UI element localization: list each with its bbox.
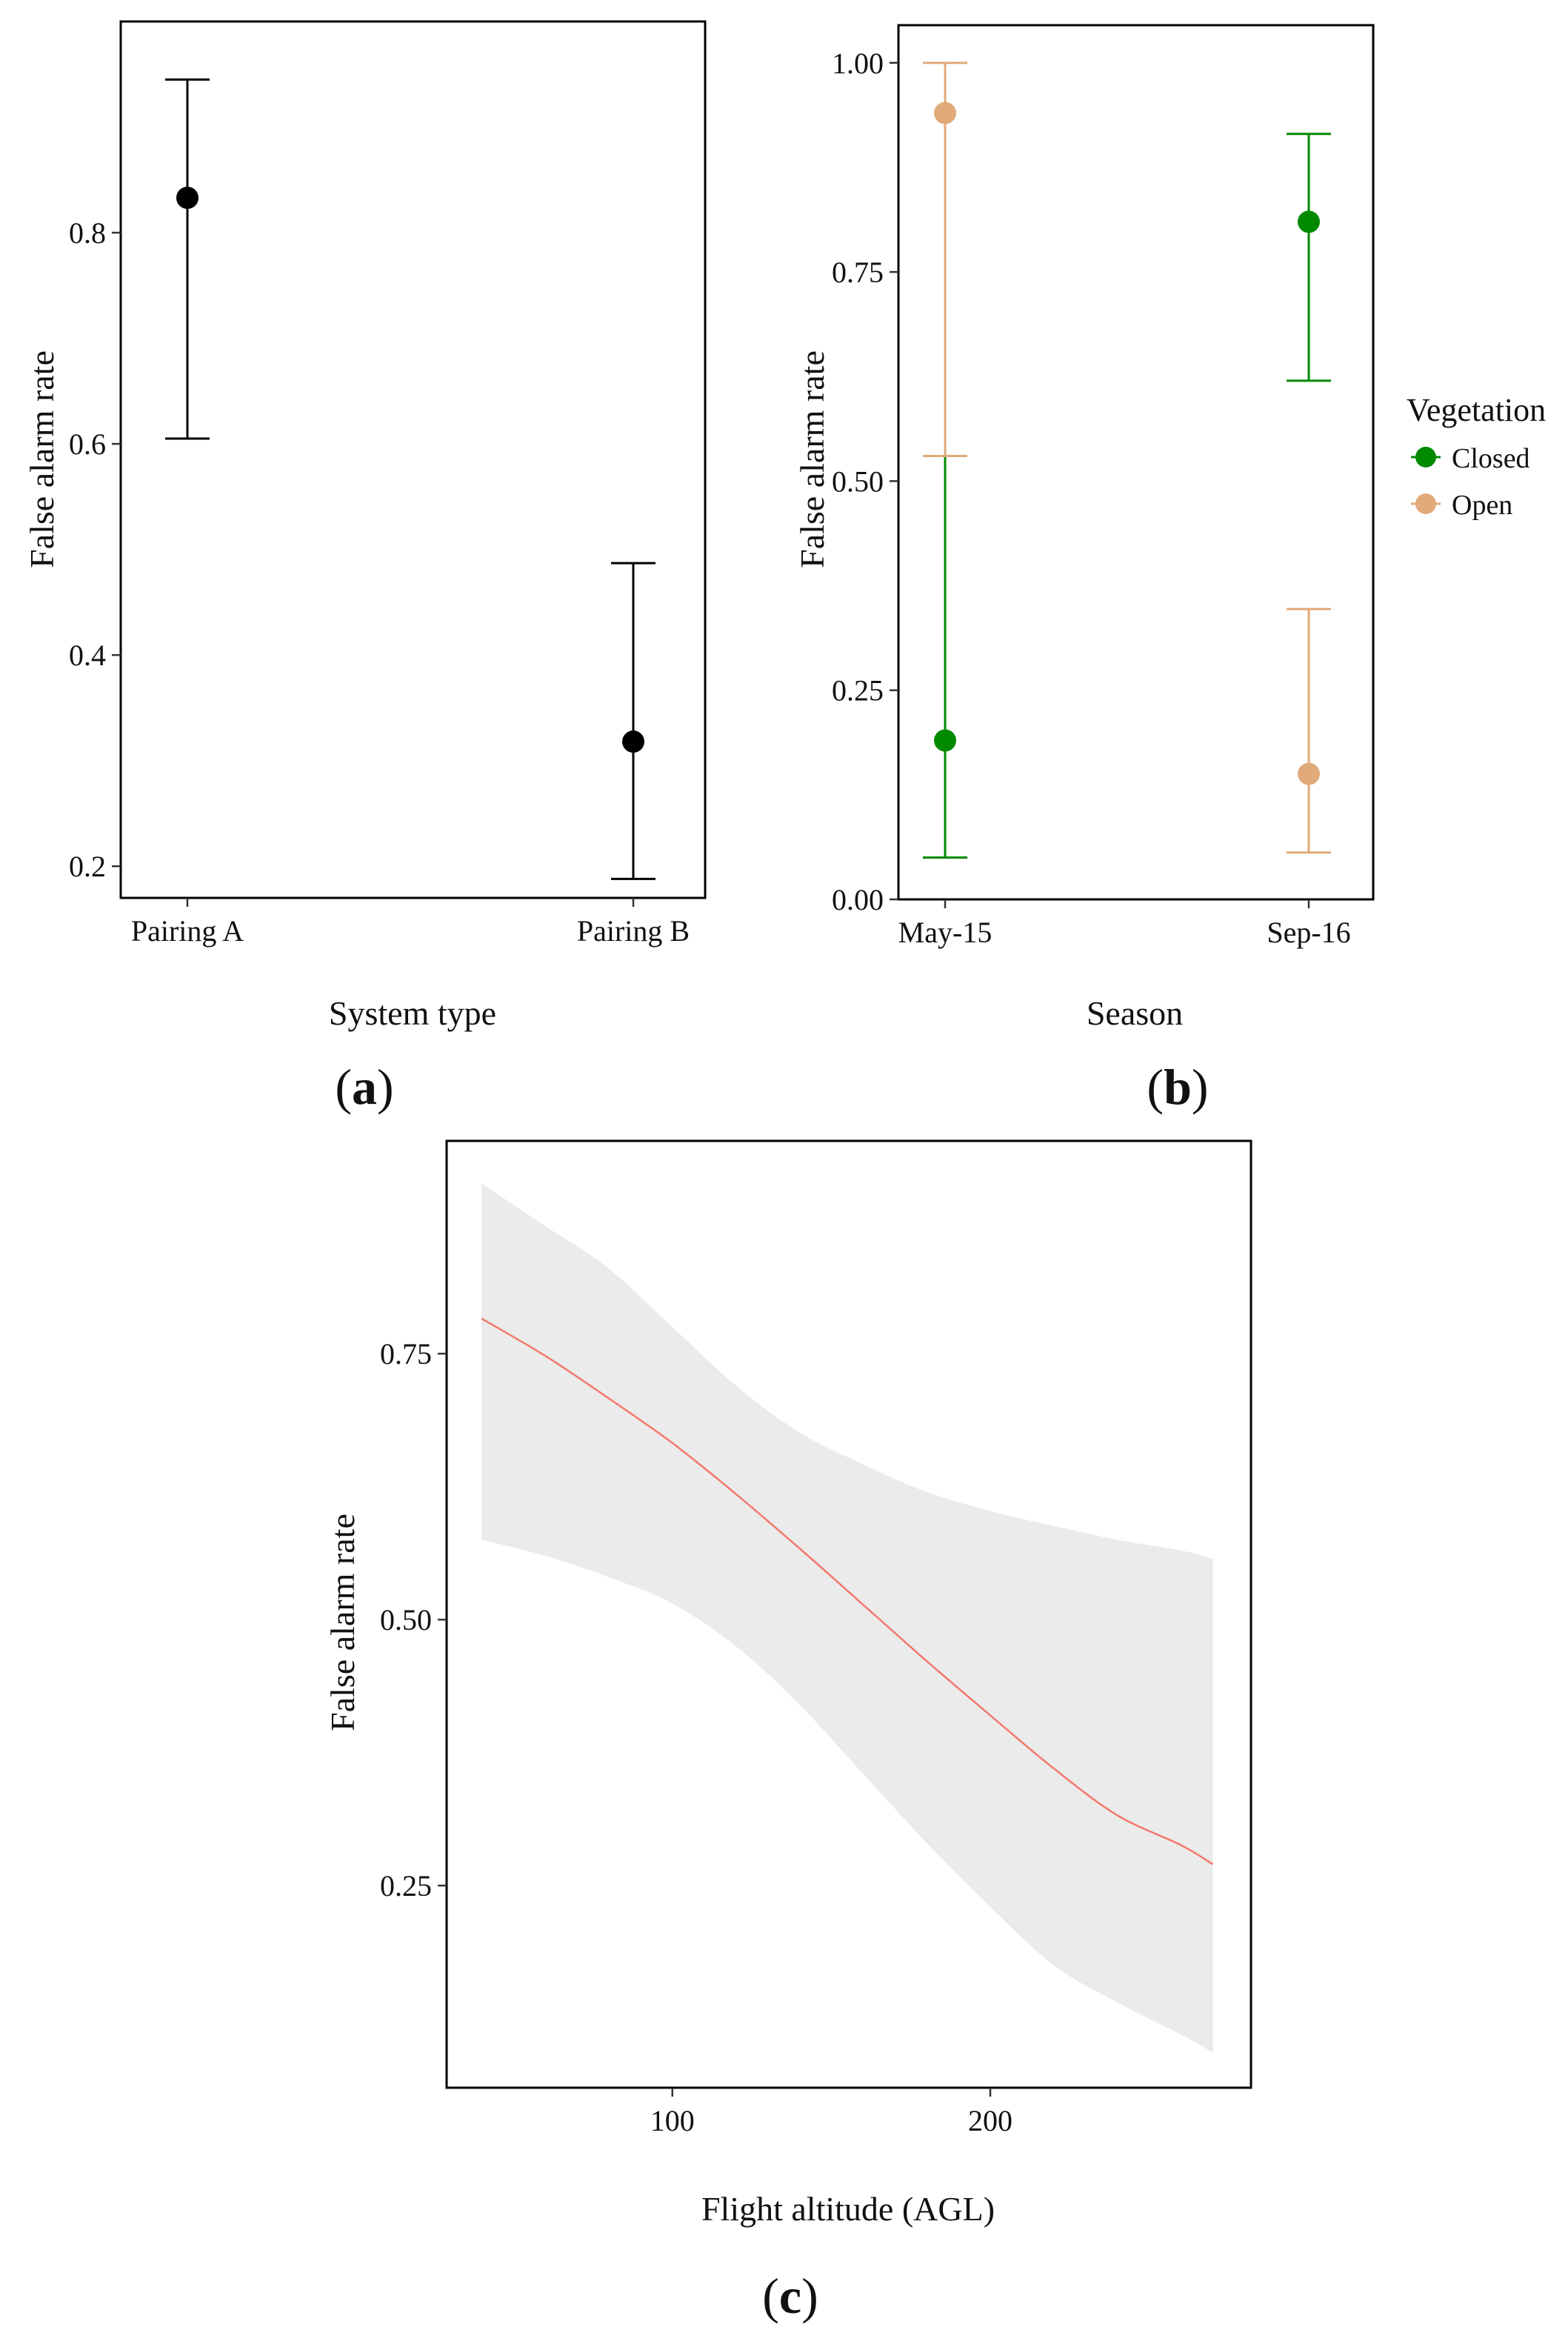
panel-b-legend: Vegetation Closed Open <box>1407 392 1546 521</box>
panel-b-x-axis: May-15 Sep-16 <box>898 899 1351 949</box>
panel-c-x-tick-label: 100 <box>650 2104 695 2137</box>
panel-c-fit-line-group <box>481 1317 1214 1865</box>
panel-b-y-tick-label: 0.25 <box>832 674 884 708</box>
panel-c-y-axis-title: False alarm rate <box>324 1514 361 1731</box>
panel-a-y-tick-label: 0.2 <box>69 850 106 883</box>
panel-a-marks <box>165 78 655 880</box>
panel-c-x-tick-label: 200 <box>968 2104 1012 2137</box>
panel-a: 0.2 0.4 0.6 0.8 Pairing A Pairing B System t… <box>23 20 707 1115</box>
panel-a-label-letter: a <box>352 1059 377 1115</box>
panel-c-label: (c) <box>762 2268 818 2324</box>
panel-c-y-axis: 0.25 0.50 0.75 <box>380 1337 447 1902</box>
panel-c-y-tick-label: 0.50 <box>380 1603 432 1637</box>
panel-a-y-axis: 0.2 0.4 0.6 0.8 <box>69 216 121 883</box>
panel-b-point-open <box>1298 762 1320 785</box>
panel-b-marks <box>923 61 1331 859</box>
panel-a-y-tick-label: 0.6 <box>69 427 106 461</box>
panel-a-y-tick-label: 0.4 <box>69 639 106 672</box>
panel-b-point-open <box>934 101 956 124</box>
panel-b-point-closed <box>1298 210 1320 233</box>
panel-c-x-axis: 100 200 <box>650 2088 1012 2137</box>
panel-b-y-tick-label: 0.00 <box>832 883 884 916</box>
panel-b-point-closed <box>934 729 956 752</box>
panel-a-point-system-type <box>622 730 644 753</box>
panel-b-y-tick-label: 0.50 <box>832 465 884 498</box>
panel-b-x-tick-label: Sep-16 <box>1267 916 1350 949</box>
panel-a-x-axis-title: System type <box>329 994 496 1032</box>
panel-b-x-axis-title: Season <box>1087 994 1183 1032</box>
panel-a-label: (a) <box>335 1059 393 1115</box>
panel-a-x-axis: Pairing A Pairing B <box>131 898 690 948</box>
panel-c: 0.25 0.50 0.75 100 200 Flight altitude (AGL… <box>324 1139 1252 2324</box>
legend-label-closed: Closed <box>1452 443 1530 474</box>
panel-c-fit-line <box>481 1317 1214 1865</box>
legend-title: Vegetation <box>1407 392 1546 428</box>
panel-a-x-tick-label: Pairing B <box>577 914 690 948</box>
panel-c-confidence-band <box>481 1183 1213 2053</box>
panel-b-label-letter: b <box>1164 1059 1192 1115</box>
legend-item-closed: Closed <box>1411 443 1530 474</box>
panel-b-y-tick-label: 1.00 <box>832 47 884 80</box>
panel-a-point-system-type <box>176 187 198 210</box>
panel-c-label-letter: c <box>779 2268 801 2324</box>
panel-b-y-axis-title: False alarm rate <box>793 350 831 568</box>
legend-key-closed-dot <box>1415 447 1436 467</box>
legend-key-open-dot <box>1415 493 1436 514</box>
panel-a-plot-border <box>119 20 707 899</box>
panel-b-plot-border <box>897 24 1375 901</box>
legend-label-open: Open <box>1452 490 1512 521</box>
panel-c-plot-border <box>445 1139 1252 2089</box>
panel-b-y-tick-label: 0.75 <box>832 256 884 289</box>
panel-a-y-tick-label: 0.8 <box>69 216 106 250</box>
panel-c-confidence-band-group <box>481 1183 1213 2053</box>
legend-item-open: Open <box>1411 490 1512 521</box>
panel-b-x-tick-label: May-15 <box>898 916 992 949</box>
panel-b-y-axis: 0.00 0.25 0.50 0.75 1.00 <box>832 47 898 916</box>
panel-b-label: (b) <box>1147 1059 1208 1115</box>
panel-c-x-axis-title: Flight altitude (AGL) <box>701 2190 995 2228</box>
panel-a-y-axis-title: False alarm rate <box>23 350 61 568</box>
panel-c-y-tick-label: 0.25 <box>380 1869 432 1902</box>
panel-a-x-tick-label: Pairing A <box>131 914 244 948</box>
panel-c-y-tick-label: 0.75 <box>380 1337 432 1371</box>
panel-b: 0.00 0.25 0.50 0.75 1.00 May-15 Sep-16 Season… <box>793 24 1546 1115</box>
